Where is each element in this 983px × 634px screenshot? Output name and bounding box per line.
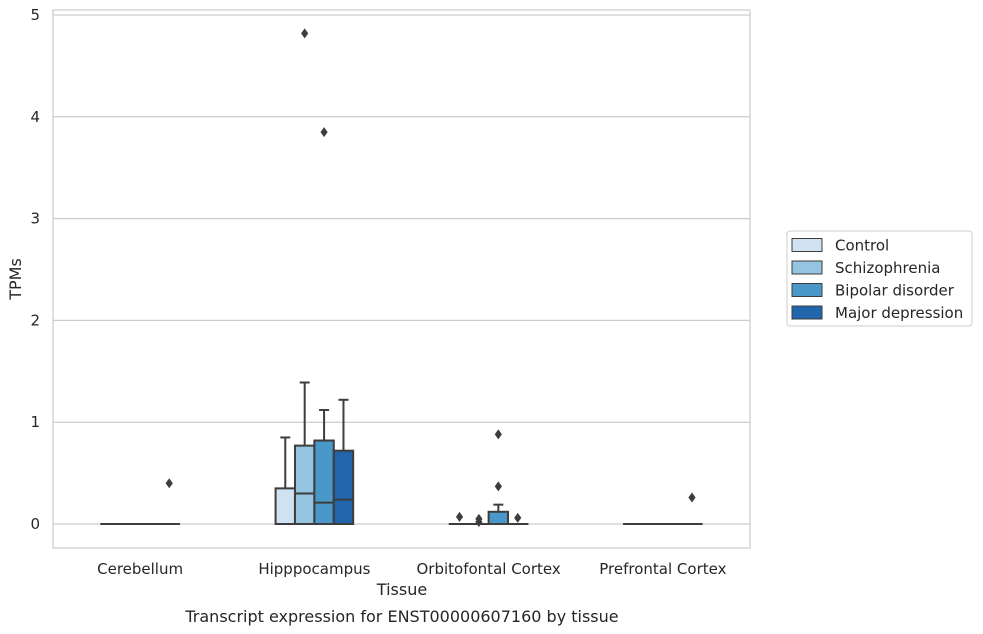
box-body [274,487,296,525]
outlier-point [688,492,696,503]
outlier-point [320,127,328,138]
x-axis-title: Tissue [376,580,427,599]
y-tick-label: 2 [30,311,40,329]
x-tick-label: Hipppocampus [258,560,370,578]
x-tick-label: Orbitofontal Cortex [417,560,561,578]
box-body [332,449,355,526]
outlier-point [475,513,483,524]
outlier-point [494,429,502,440]
box-1-3 [332,398,355,526]
y-tick-label: 4 [30,108,40,126]
y-tick-label: 3 [30,210,40,228]
legend-label: Bipolar disorder [835,282,955,300]
legend: Control Schizophrenia Bipolar disorder Majo… [786,230,973,327]
x-tick-label: Cerebellum [97,560,183,578]
y-tick-label: 5 [30,6,40,24]
legend-swatch [791,260,823,275]
box-2-2 [487,429,510,525]
box-1-1 [293,28,316,526]
box-body [293,444,316,526]
boxes [100,28,703,527]
legend-label: Schizophrenia [835,259,940,277]
chart-caption: Transcript expression for ENST0000060716… [184,607,618,626]
x-tick-label: Prefrontal Cortex [599,560,726,578]
y-axis-title: TPMs [6,258,25,301]
box-2-1 [468,513,490,527]
box-body [313,439,335,525]
box-3-3 [681,492,703,526]
legend-label: Major depression [835,304,963,322]
outlier-point [455,511,464,522]
plot-frame [52,9,751,549]
outlier-point [514,512,522,523]
box-1-2 [313,127,335,525]
y-tick-labels: 0 1 2 3 4 5 [30,6,40,533]
x-tick-labels: Cerebellum Hipppocampus Orbitofontal Corte… [97,560,726,578]
legend-label: Control [835,237,889,255]
box-body [487,510,510,525]
legend-frame [786,230,973,327]
box-1-0 [274,436,296,525]
legend-swatch [791,283,823,297]
box-0-3 [158,478,180,526]
legend-swatch [791,305,823,320]
legend-swatch [791,238,823,252]
box-2-0 [448,511,471,526]
outlier-point [301,28,309,39]
outlier-point [165,478,173,489]
grid-lines [53,14,750,525]
box-2-3 [507,512,529,526]
y-tick-label: 1 [30,413,40,431]
y-tick-label: 0 [30,515,40,533]
outlier-point [494,481,502,492]
